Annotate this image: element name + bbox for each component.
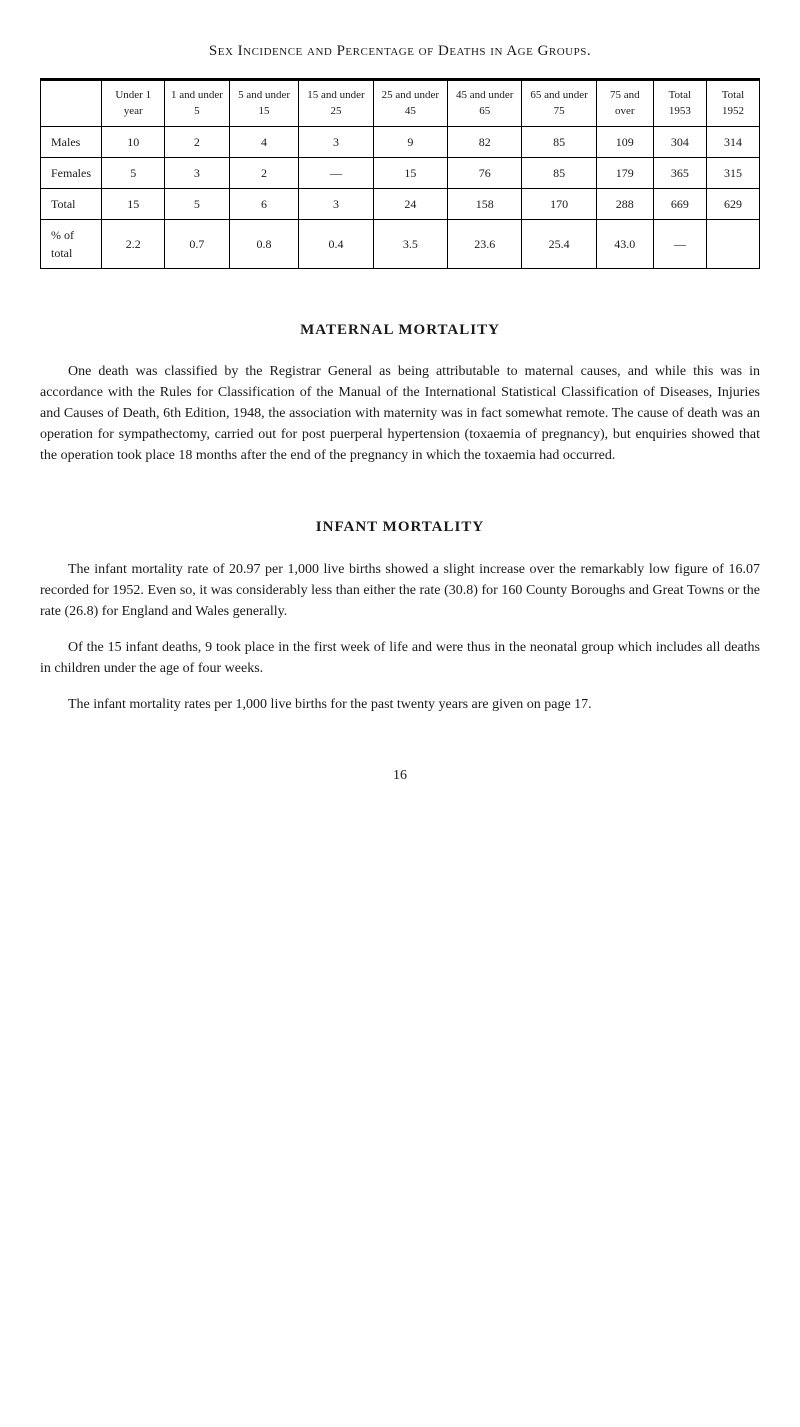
- cell: —: [653, 219, 706, 268]
- paragraph: The infant mortality rate of 20.97 per 1…: [40, 559, 760, 622]
- cell: 23.6: [448, 219, 522, 268]
- cell: 10: [102, 126, 165, 157]
- section-heading-maternal: MATERNAL MORTALITY: [40, 319, 760, 342]
- col-header: 1 and under 5: [165, 79, 230, 126]
- cell: 304: [653, 126, 706, 157]
- col-header: 5 and under 15: [229, 79, 299, 126]
- cell: 24: [373, 188, 447, 219]
- cell: 109: [596, 126, 653, 157]
- cell: 76: [448, 157, 522, 188]
- cell: 629: [706, 188, 759, 219]
- cell: 5: [165, 188, 230, 219]
- col-header: 65 and under 75: [522, 79, 596, 126]
- table-row: % of total 2.2 0.7 0.8 0.4 3.5 23.6 25.4…: [41, 219, 760, 268]
- cell: 669: [653, 188, 706, 219]
- table-row: Total 15 5 6 3 24 158 170 288 669 629: [41, 188, 760, 219]
- cell: 6: [229, 188, 299, 219]
- cell: 4: [229, 126, 299, 157]
- section-heading-infant: INFANT MORTALITY: [40, 516, 760, 539]
- cell: 85: [522, 126, 596, 157]
- col-header: Under 1 year: [102, 79, 165, 126]
- col-header: Total 1952: [706, 79, 759, 126]
- col-header: 15 and under 25: [299, 79, 373, 126]
- cell: 5: [102, 157, 165, 188]
- col-header: 45 and under 65: [448, 79, 522, 126]
- cell: 365: [653, 157, 706, 188]
- col-header: 25 and under 45: [373, 79, 447, 126]
- cell: 0.7: [165, 219, 230, 268]
- cell: 85: [522, 157, 596, 188]
- col-header: [41, 79, 102, 126]
- paragraph: The infant mortality rates per 1,000 liv…: [40, 694, 760, 715]
- cell: 288: [596, 188, 653, 219]
- cell: 9: [373, 126, 447, 157]
- table-header-row: Under 1 year 1 and under 5 5 and under 1…: [41, 79, 760, 126]
- cell: 2: [165, 126, 230, 157]
- cell: [706, 219, 759, 268]
- row-label: Total: [41, 188, 102, 219]
- cell: 15: [373, 157, 447, 188]
- cell: 179: [596, 157, 653, 188]
- cell: 25.4: [522, 219, 596, 268]
- table-row: Males 10 2 4 3 9 82 85 109 304 314: [41, 126, 760, 157]
- cell: 2: [229, 157, 299, 188]
- paragraph: Of the 15 infant deaths, 9 took place in…: [40, 637, 760, 679]
- table-row: Females 5 3 2 — 15 76 85 179 365 315: [41, 157, 760, 188]
- row-label: Males: [41, 126, 102, 157]
- row-label: % of total: [41, 219, 102, 268]
- cell: 3.5: [373, 219, 447, 268]
- cell: 43.0: [596, 219, 653, 268]
- cell: 158: [448, 188, 522, 219]
- cell: 15: [102, 188, 165, 219]
- paragraph: One death was classified by the Registra…: [40, 361, 760, 466]
- cell: 3: [299, 126, 373, 157]
- deaths-age-table: Under 1 year 1 and under 5 5 and under 1…: [40, 78, 760, 269]
- cell: 3: [165, 157, 230, 188]
- row-label: Females: [41, 157, 102, 188]
- cell: 170: [522, 188, 596, 219]
- cell: —: [299, 157, 373, 188]
- cell: 2.2: [102, 219, 165, 268]
- cell: 0.8: [229, 219, 299, 268]
- cell: 82: [448, 126, 522, 157]
- cell: 0.4: [299, 219, 373, 268]
- col-header: 75 and over: [596, 79, 653, 126]
- table-title: Sex Incidence and Percentage of Deaths i…: [40, 40, 760, 63]
- cell: 315: [706, 157, 759, 188]
- col-header: Total 1953: [653, 79, 706, 126]
- cell: 3: [299, 188, 373, 219]
- page-number: 16: [40, 765, 760, 786]
- cell: 314: [706, 126, 759, 157]
